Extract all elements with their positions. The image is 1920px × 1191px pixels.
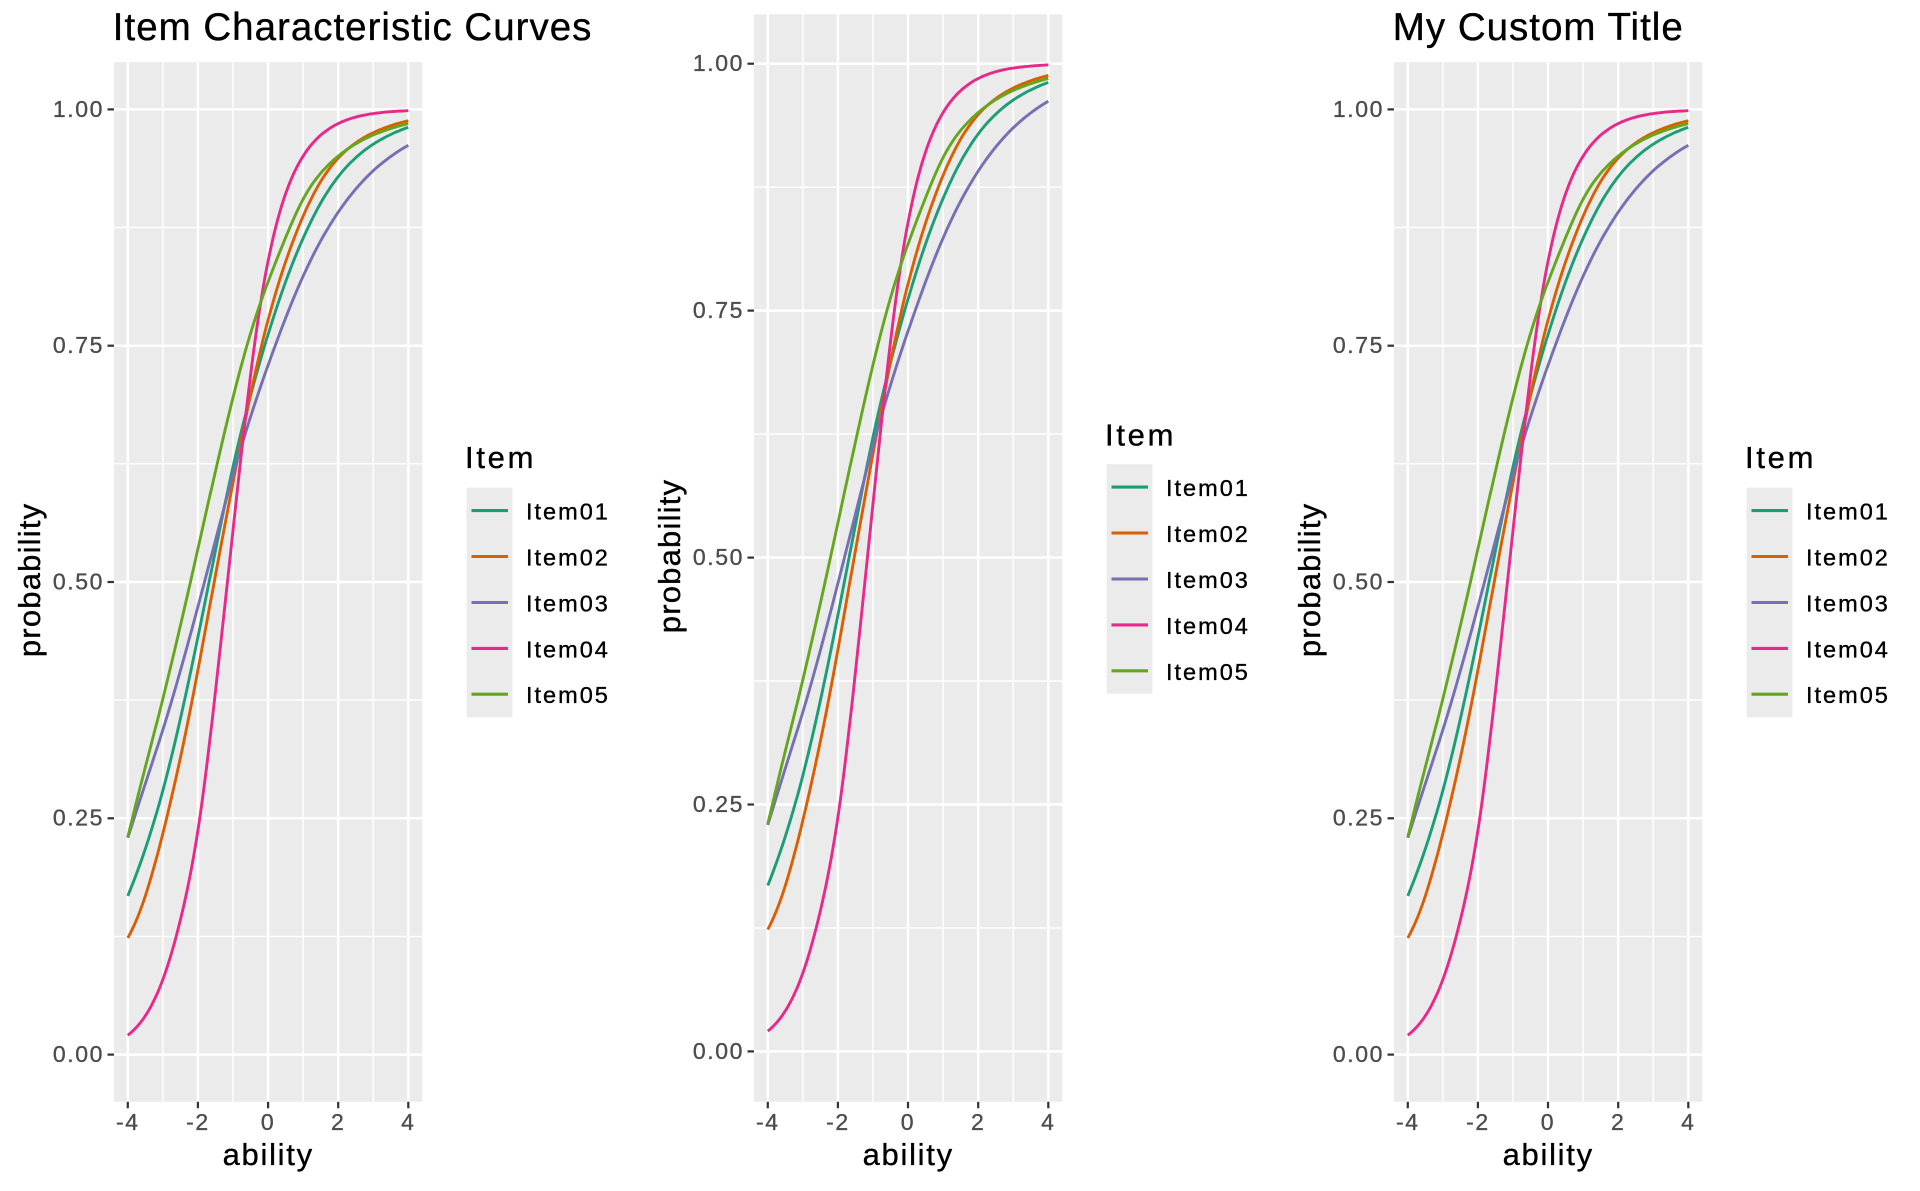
svg-text:2: 2 xyxy=(1611,1109,1625,1135)
svg-text:Item: Item xyxy=(465,440,536,475)
svg-text:ability: ability xyxy=(863,1137,954,1172)
svg-text:0.00: 0.00 xyxy=(1333,1041,1384,1067)
svg-text:My Custom Title: My Custom Title xyxy=(1393,6,1684,49)
svg-text:0.50: 0.50 xyxy=(693,544,744,570)
svg-text:Item01: Item01 xyxy=(1806,499,1890,525)
svg-text:-2: -2 xyxy=(1466,1109,1490,1135)
svg-text:ability: ability xyxy=(223,1137,314,1172)
svg-text:0.50: 0.50 xyxy=(53,568,104,594)
svg-text:0.75: 0.75 xyxy=(1333,332,1384,358)
svg-text:0.00: 0.00 xyxy=(53,1041,104,1067)
svg-text:-4: -4 xyxy=(756,1109,780,1135)
svg-text:-2: -2 xyxy=(186,1109,210,1135)
svg-text:probability: probability xyxy=(1292,503,1327,658)
svg-text:1.00: 1.00 xyxy=(693,50,744,76)
svg-text:probability: probability xyxy=(12,503,47,658)
svg-text:Item02: Item02 xyxy=(1166,521,1250,547)
svg-text:Item03: Item03 xyxy=(526,591,610,617)
svg-text:Item05: Item05 xyxy=(526,682,610,708)
svg-text:-2: -2 xyxy=(826,1109,850,1135)
svg-text:0.25: 0.25 xyxy=(693,791,744,817)
svg-text:Item03: Item03 xyxy=(1166,567,1250,593)
svg-text:Item03: Item03 xyxy=(1806,591,1890,617)
svg-text:0: 0 xyxy=(261,1109,275,1135)
svg-text:Item02: Item02 xyxy=(526,545,610,571)
svg-text:Item01: Item01 xyxy=(526,499,610,525)
svg-text:Item05: Item05 xyxy=(1806,682,1890,708)
svg-text:2: 2 xyxy=(331,1109,345,1135)
svg-text:0.25: 0.25 xyxy=(1333,805,1384,831)
svg-text:0.75: 0.75 xyxy=(693,297,744,323)
svg-text:1.00: 1.00 xyxy=(1333,96,1384,122)
svg-text:0.25: 0.25 xyxy=(53,805,104,831)
svg-text:0: 0 xyxy=(1541,1109,1555,1135)
svg-text:Item: Item xyxy=(1105,417,1176,452)
svg-text:Item Characteristic Curves: Item Characteristic Curves xyxy=(113,6,593,49)
svg-text:Item01: Item01 xyxy=(1166,475,1250,501)
svg-text:1.00: 1.00 xyxy=(53,96,104,122)
svg-text:0.50: 0.50 xyxy=(1333,568,1384,594)
svg-text:-4: -4 xyxy=(1396,1109,1420,1135)
svg-text:2: 2 xyxy=(971,1109,985,1135)
svg-text:Item04: Item04 xyxy=(1166,613,1250,639)
svg-text:Item: Item xyxy=(1745,440,1816,475)
svg-text:4: 4 xyxy=(1681,1109,1695,1135)
svg-text:0: 0 xyxy=(901,1109,915,1135)
svg-text:4: 4 xyxy=(401,1109,415,1135)
svg-text:ability: ability xyxy=(1503,1137,1594,1172)
svg-text:Item04: Item04 xyxy=(526,636,610,662)
svg-text:0.00: 0.00 xyxy=(693,1038,744,1064)
svg-text:4: 4 xyxy=(1041,1109,1055,1135)
svg-text:-4: -4 xyxy=(116,1109,140,1135)
svg-text:Item04: Item04 xyxy=(1806,636,1890,662)
svg-text:probability: probability xyxy=(652,479,687,634)
svg-text:Item02: Item02 xyxy=(1806,545,1890,571)
svg-text:Item05: Item05 xyxy=(1166,659,1250,685)
svg-text:0.75: 0.75 xyxy=(53,332,104,358)
